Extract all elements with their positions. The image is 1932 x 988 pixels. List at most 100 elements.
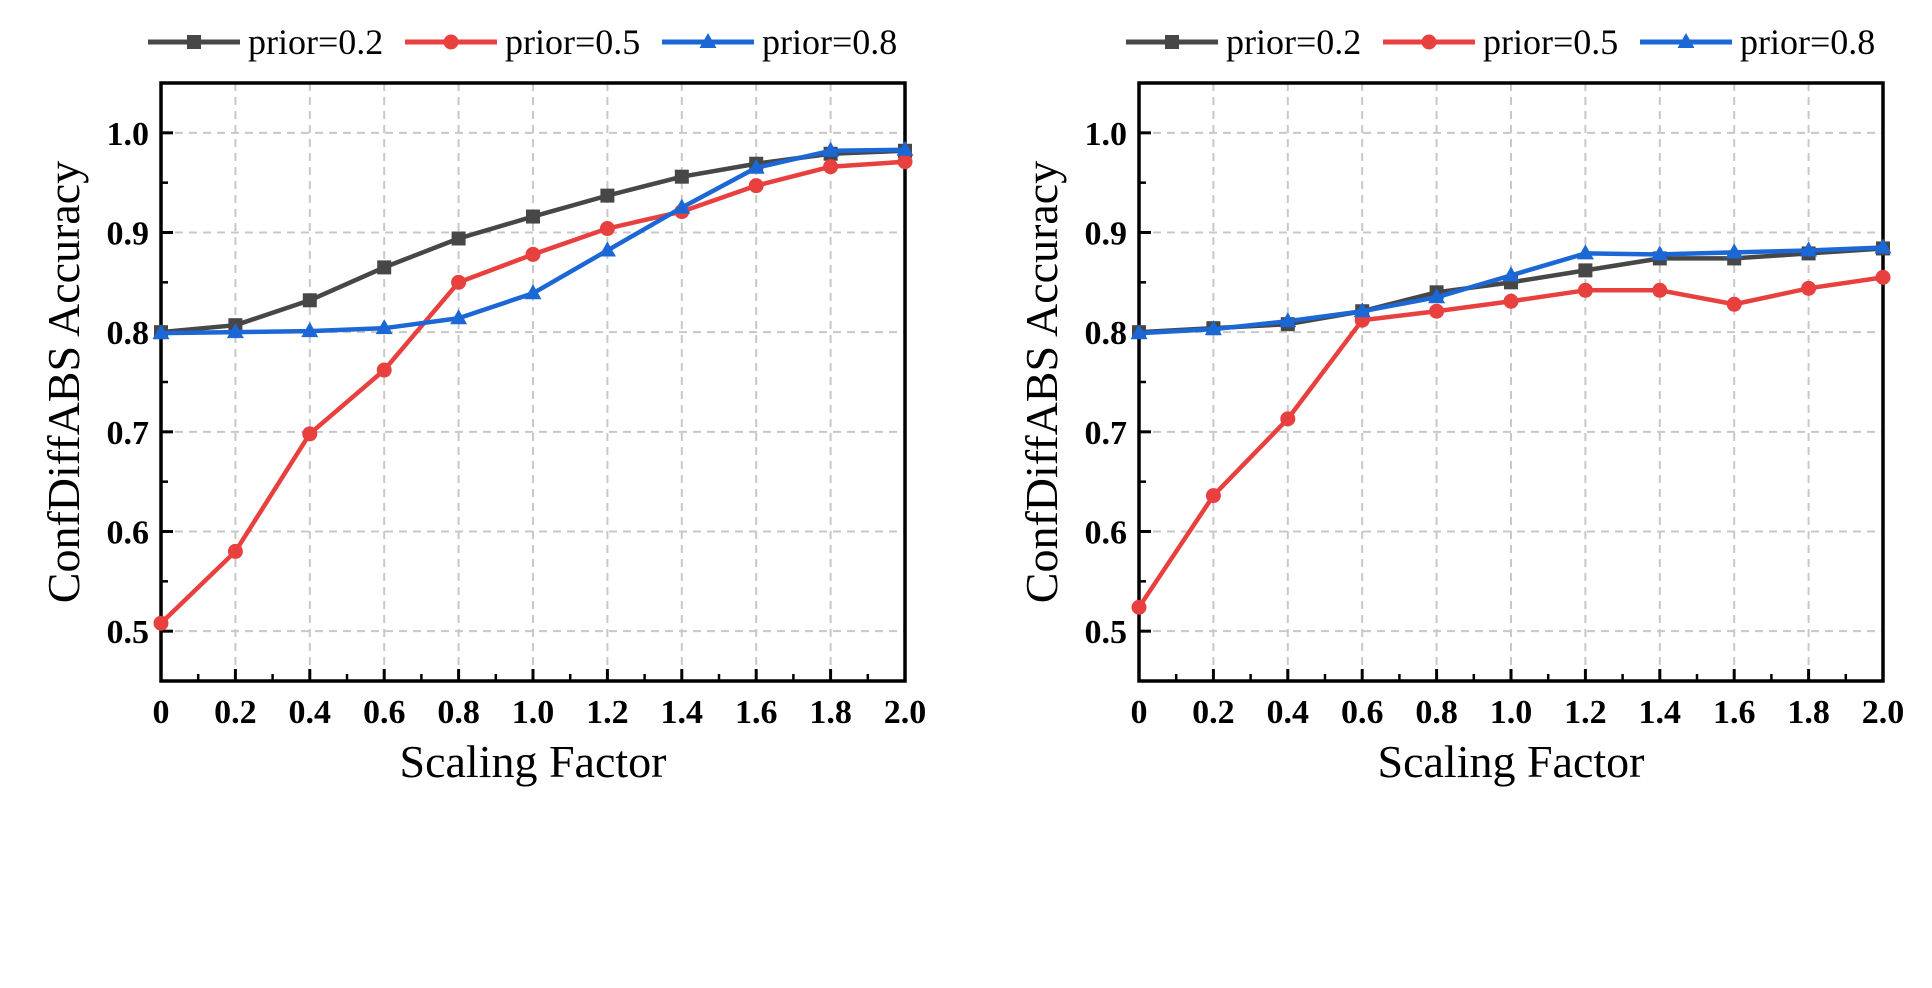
data-point: [451, 231, 466, 246]
data-point: [377, 260, 392, 275]
x-tick-label: 0: [1131, 694, 1148, 731]
data-point: [302, 426, 318, 442]
legend-label: prior=0.5: [505, 22, 640, 62]
data-point: [1205, 488, 1221, 504]
x-tick-label: 0.8: [437, 694, 480, 731]
legend-label: prior=0.8: [762, 22, 897, 62]
data-point: [1652, 282, 1668, 298]
data-point: [1280, 411, 1296, 427]
y-tick-label: 1.0: [1085, 116, 1128, 153]
data-point: [1503, 293, 1519, 309]
x-tick-label: 0.2: [1192, 694, 1235, 731]
data-point: [897, 154, 913, 170]
x-tick-label: 2.0: [1862, 694, 1905, 731]
data-point: [1428, 288, 1446, 304]
data-point: [1875, 269, 1891, 285]
legend-item: prior=0.5: [1383, 22, 1618, 62]
x-tick-label: 1.8: [809, 694, 852, 731]
x-tick-label: 1.0: [1490, 694, 1533, 731]
data-point: [526, 209, 540, 224]
series-prior-0-8: [1130, 238, 1892, 340]
x-tick-label: 1.2: [586, 694, 629, 731]
data-point: [1279, 312, 1297, 328]
data-point: [674, 169, 689, 184]
data-point: [1204, 320, 1222, 336]
legend-item: prior=0.8: [662, 22, 897, 62]
data-point: [226, 323, 244, 339]
data-point: [1874, 238, 1892, 254]
x-axis-title: Scaling Factor: [1378, 736, 1645, 787]
series-prior-0-5: [1131, 269, 1891, 615]
plot-frame: [159, 81, 907, 683]
x-tick-label: 0.4: [1267, 694, 1310, 731]
data-point: [1726, 296, 1742, 312]
legend-label: prior=0.5: [1483, 22, 1618, 62]
x-tick-label: 0.4: [289, 694, 332, 731]
data-point: [823, 159, 839, 175]
y-tick-label: 0.7: [107, 415, 150, 452]
legend-marker: [1677, 33, 1695, 48]
data-point: [376, 362, 392, 378]
x-tick-label: 1.8: [1787, 694, 1830, 731]
data-point: [227, 543, 243, 559]
data-point: [1130, 324, 1148, 340]
legend-marker: [699, 33, 717, 48]
legend-marker: [443, 34, 459, 50]
x-tick-label: 1.4: [1639, 694, 1682, 731]
x-tick-label: 1.0: [512, 694, 555, 731]
y-tick-label: 0.5: [107, 614, 150, 651]
legend-label: prior=0.2: [248, 22, 383, 62]
data-point: [896, 140, 914, 156]
legend: prior=0.2 prior=0.5 prior=0.8: [148, 22, 897, 62]
x-tick-label: 0.2: [214, 694, 257, 731]
plot-frame: [1137, 81, 1885, 683]
data-point: [1651, 245, 1669, 261]
legend-marker: [1165, 35, 1179, 49]
data-point: [747, 158, 765, 174]
data-point: [1576, 244, 1594, 260]
data-point: [1131, 599, 1147, 615]
y-tick-label: 1.0: [107, 116, 150, 153]
data-point: [1800, 241, 1818, 257]
data-point: [673, 198, 691, 214]
chart-panel-1: 0 0.2 0.4 0.6 0.8 1.0 1.2 1.4 1.6 1.8 2.0 0.5 0.6 0.7…: [38, 22, 926, 787]
series-prior-0-8: [152, 140, 914, 340]
data-point: [1429, 303, 1445, 319]
legend-marker: [187, 35, 201, 49]
x-axis-title: Scaling Factor: [400, 736, 667, 787]
data-point: [301, 322, 319, 338]
legend-item: prior=0.8: [1640, 22, 1875, 62]
data-point: [1353, 302, 1371, 318]
legend-item: prior=0.2: [1126, 22, 1361, 62]
data-point: [599, 221, 615, 237]
data-point: [302, 293, 317, 308]
legend-marker: [1421, 34, 1437, 50]
data-point: [524, 284, 542, 300]
data-point: [1578, 263, 1593, 278]
legend-item: prior=0.2: [148, 22, 383, 62]
y-tick-label: 0.6: [1085, 515, 1128, 552]
x-tick-label: 1.4: [661, 694, 704, 731]
series-line: [1138, 246, 1884, 335]
y-tick-label: 0.7: [1085, 415, 1128, 452]
data-point: [598, 241, 616, 257]
data-point: [822, 141, 840, 157]
y-tick-label: 0.5: [1085, 614, 1128, 651]
y-tick-label: 0.9: [1085, 216, 1128, 253]
data-point: [153, 615, 169, 631]
data-point: [1725, 243, 1743, 259]
data-point: [748, 178, 764, 194]
chart-panel-2: 0 0.2 0.4 0.6 0.8 1.0 1.2 1.4 1.6 1.8 2.0 0.5 0.6 0.7…: [1016, 22, 1904, 787]
legend: prior=0.2 prior=0.5 prior=0.8: [1126, 22, 1875, 62]
data-point: [1577, 282, 1593, 298]
series-line: [1138, 245, 1884, 336]
y-tick-label: 0.8: [107, 315, 150, 352]
x-tick-label: 0.8: [1415, 694, 1458, 731]
grid: [161, 83, 905, 681]
x-tick-label: 0: [153, 694, 170, 731]
data-point: [1801, 280, 1817, 296]
series-prior-0-5: [153, 154, 913, 631]
data-point: [375, 319, 393, 335]
x-tick-label: 2.0: [884, 694, 927, 731]
